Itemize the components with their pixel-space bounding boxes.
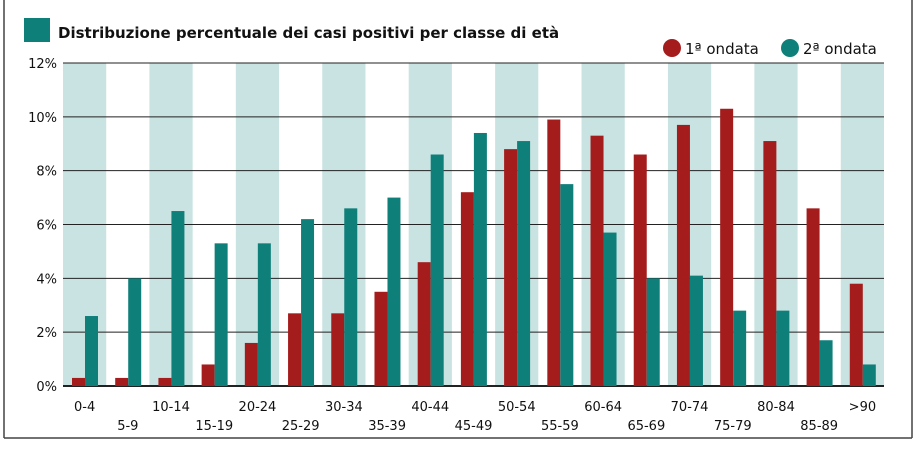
bar-wave1 [806,208,820,386]
bar-wave1 [633,154,647,386]
bar-wave2 [344,208,358,386]
bar-wave2 [85,316,98,386]
bar-wave1 [201,364,215,386]
x-tick-label: 65-69 [627,419,665,434]
bar-wave1 [72,377,85,386]
y-tick-label: 8% [36,165,57,180]
x-tick-label: 25-29 [282,419,320,434]
bar-wave2 [430,154,444,386]
bar-wave1 [374,291,388,386]
x-tick-label: 40-44 [411,400,449,415]
bar-wave1 [504,149,518,386]
bar-wave2 [776,310,790,386]
bar-wave2 [689,275,703,386]
x-tick-label: 60-64 [584,400,622,415]
x-tick-label: 75-79 [714,419,752,434]
x-tick-label: 5-9 [117,419,138,434]
bar-wave2 [646,278,660,386]
x-tick-label: 0-4 [74,400,95,415]
chart-title: Distribuzione percentuale dei casi posit… [58,24,559,42]
x-tick-label: 20-24 [239,400,277,415]
ytick-layer: 0% 2% 4% 6% 8% 10% 12% [28,57,57,395]
legend-label-wave2: 2ª ondata [803,40,877,58]
legend-marker-wave1 [663,39,681,57]
title-marker-square [24,18,50,42]
bar-wave2 [862,364,876,386]
legend: 1ª ondata 2ª ondata [663,39,877,58]
x-tick-label: 85-89 [800,419,838,434]
y-tick-label: 2% [36,326,57,341]
y-tick-label: 6% [36,219,57,234]
bar-wave1 [460,192,474,386]
x-tick-label: 55-59 [541,419,579,434]
y-tick-label: 0% [36,380,57,395]
bar-wave1 [115,377,129,386]
bar-wave1 [417,262,431,386]
bar-wave2 [128,278,142,386]
x-tick-label: 50-54 [498,400,536,415]
bar-wave1 [158,377,172,386]
bar-wave1 [763,141,777,386]
y-tick-label: 4% [36,272,57,287]
x-tick-label: 35-39 [368,419,406,434]
bar-wave2 [257,243,271,386]
x-tick-label: 80-84 [757,400,795,415]
bar-wave2 [733,310,747,386]
bar-wave2 [171,211,185,386]
bar-wave2 [819,340,833,386]
bar-wave1 [331,313,345,386]
bar-wave2 [473,132,487,386]
bar-wave1 [590,135,604,386]
bar-wave1 [849,283,863,386]
bar-wave1 [244,342,258,386]
legend-label-wave1: 1ª ondata [685,40,759,58]
bars-layer [72,108,876,387]
x-tick-label: 10-14 [152,400,190,415]
x-tick-label: 45-49 [455,419,493,434]
bar-wave1 [547,119,561,387]
bar-wave1 [288,313,302,386]
x-tick-label: >90 [849,400,876,415]
x-tick-label: 30-34 [325,400,363,415]
x-tick-label: 15-19 [195,419,233,434]
bar-wave1 [676,124,690,387]
bar-wave2 [560,184,574,386]
y-tick-label: 10% [28,111,57,126]
xtick-layer: 0-4 5-9 10-14 15-19 20-24 25-29 30-34 35-39 40-4… [74,400,876,434]
bar-wave2 [387,197,401,386]
y-tick-label: 12% [28,57,57,72]
x-tick-label: 70-74 [671,400,709,415]
bar-wave2 [603,232,617,386]
bar-wave2 [214,243,228,386]
bar-wave1 [720,108,734,386]
legend-marker-wave2 [781,39,799,57]
bar-wave2 [517,141,531,386]
bar-wave2 [301,219,315,386]
